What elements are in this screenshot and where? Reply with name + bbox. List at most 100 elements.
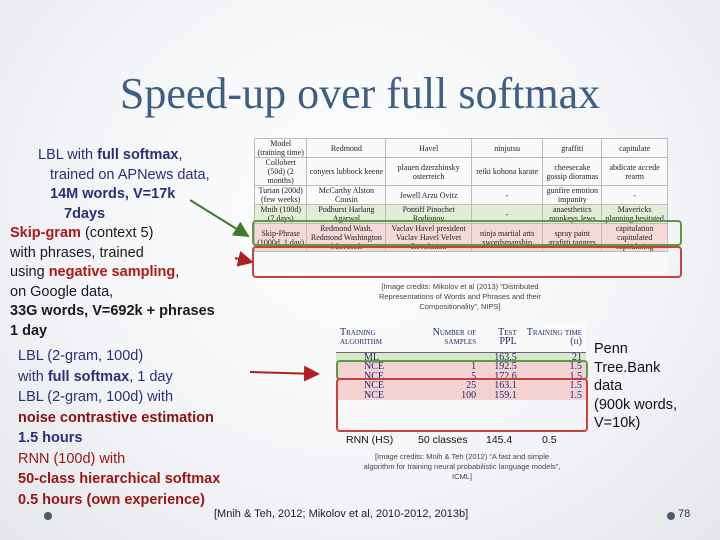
table-cell: ML: [364, 352, 379, 363]
rnn-classes: 50 classes: [418, 434, 468, 446]
one-day-label: , 1 day: [129, 368, 173, 385]
skipgram-line4: on Google data,: [10, 283, 114, 300]
nce-label: noise contrastive estimation: [18, 409, 214, 426]
ppl-description: LBL (2-gram, 100d) with full softmax, 1 …: [18, 346, 258, 510]
table-cell: 1.5: [569, 361, 583, 373]
nce-time: 1.5 hours: [18, 430, 83, 446]
table-row: Collobert (50d) (2 months) conyers lubbo…: [253, 157, 668, 186]
table-cell: 5: [471, 370, 477, 382]
rnn-time-value: 0.5: [542, 434, 557, 446]
table-cell: cheesecake gossip dioramas: [542, 157, 603, 186]
rnn-row: RNN (HS) 50 classes 145.4 0.5: [340, 432, 586, 448]
arrow-red: [234, 251, 254, 267]
table-cell: graffiti: [542, 138, 603, 158]
lbl-comma: ,: [178, 147, 183, 163]
table-row: NCE 100 159.1 1.5: [336, 389, 586, 401]
table-cell: Training algorithm: [340, 326, 382, 347]
table-cell: gunfire emotion impunity: [542, 185, 603, 205]
arrow-red-2: [249, 365, 320, 382]
table-cell: McCarthy Alston Cousin: [306, 185, 387, 205]
skipgram-description: Skip-gram (context 5) with phrases, trai…: [10, 224, 250, 341]
skipgram-using: using: [10, 264, 49, 280]
table-cell: 1.5: [569, 380, 583, 392]
lbl-description: LBL with full softmax, trained on APNews…: [38, 146, 248, 224]
table-cell: 21: [572, 352, 582, 363]
table-cell: 172.6: [494, 370, 517, 382]
slide-title: Speed-up over full softmax: [119, 69, 601, 118]
table-row: Turian (200d) (few weeks) McCarthy Alsto…: [253, 185, 668, 205]
table-cell: Redmond: [306, 138, 387, 158]
table-cell: Collobert (50d) (2 months): [253, 157, 308, 186]
table-row: NCE 5 172.6 1.5: [336, 370, 586, 382]
page-number: 78: [678, 508, 691, 520]
lbl-nce-line: LBL (2-gram, 100d) with: [18, 389, 174, 405]
penn-line1: Penn: [594, 341, 628, 357]
lbl-2gram-line: LBL (2-gram, 100d): [18, 348, 144, 364]
nce-rows-highlight: [336, 378, 588, 432]
top-table-caption: [Image credits: Mikolov et al (2013) “Di…: [378, 282, 542, 311]
penn-line2: Tree.Bank: [594, 359, 661, 376]
skip-phrase-row-highlight: [252, 246, 682, 278]
negative-sampling-label: negative sampling: [48, 264, 176, 280]
bullet-dot-icon: [667, 512, 675, 520]
rnn-ppl: 145.4: [486, 434, 513, 446]
table-cell: 1: [471, 361, 477, 373]
ml-row-highlight: [336, 360, 588, 380]
table-cell: conyers lubbock keene: [306, 157, 387, 186]
table-cell: 159.1: [494, 389, 517, 401]
table-cell: 25: [466, 380, 477, 392]
skipgram-label: Skip-gram: [10, 225, 81, 241]
mnih-row-highlight: [252, 220, 682, 246]
table-cell: NCE: [364, 389, 384, 401]
table-header-row: Training algorithm Number of samples Tes…: [336, 322, 586, 353]
table-row: NCE 1 192.5 1.5: [336, 361, 586, 373]
rnn-line: RNN (100d) with: [18, 450, 126, 467]
table-cell: capitulate: [601, 138, 668, 158]
table-cell: NCE: [364, 361, 384, 373]
penn-line3: data: [594, 378, 623, 394]
lbl-line3: 14M words, V=17k: [50, 186, 176, 202]
penn-treebank-note: Penn Tree.Bank data (900k words, V=10k): [594, 340, 704, 433]
table-cell: 1.5: [569, 389, 583, 401]
skipgram-line2: with phrases, trained: [10, 244, 144, 261]
lbl-label: LBL with: [38, 147, 98, 163]
table-cell: plauen dzerzhinsky osterreich: [385, 157, 472, 186]
lbl-full-softmax: full softmax: [97, 147, 179, 163]
table-row: Mnih (100d) (7 days) Podhurst Harlang Ag…: [253, 204, 668, 224]
table-cell: NCE: [364, 380, 384, 392]
skipgram-line5: 33G words, V=692k + phrases: [10, 303, 215, 319]
table-cell: Model (training time): [253, 138, 308, 158]
table-cell: Turian (200d) (few weeks): [253, 185, 308, 205]
table-cell: 1.5: [569, 370, 583, 382]
arrow-green: [189, 199, 250, 238]
rnn-model: RNN (HS): [346, 434, 394, 446]
bottom-table-caption: [Image credits: Mnih & Teh (2012) “A fas…: [363, 452, 561, 481]
bullet-dot-icon: [44, 512, 52, 520]
with-label: with: [18, 368, 48, 385]
rnn-time: 0.5 hours (own experience): [18, 491, 205, 508]
table-cell: abdicate accede rearm: [601, 157, 668, 186]
skipgram-line6: 1 day: [10, 322, 48, 339]
skipgram-context: (context 5): [80, 225, 154, 241]
table-cell: 163.5: [494, 352, 517, 363]
penn-line4: (900k words,: [594, 396, 678, 413]
footer-citation: [Mnih & Teh, 2012; Mikolov et al, 2010-2…: [214, 508, 469, 520]
lbl-line2: trained on APNews data,: [50, 166, 210, 183]
table-cell: Number of samples: [432, 326, 477, 347]
table-cell: reiki kohona karate: [470, 157, 544, 186]
penn-line5: V=10k): [594, 415, 641, 431]
skipgram-comma: ,: [175, 264, 180, 280]
table-row: NCE 25 163.1 1.5: [336, 380, 586, 392]
table-cell: 100: [461, 389, 477, 401]
table-cell: Havel: [385, 138, 472, 158]
table-cell: Jewell Arzu Ovitz: [385, 185, 472, 205]
table-cell: ninjutsu: [470, 138, 544, 158]
hier-softmax-label: 50-class hierarchical softmax: [18, 471, 221, 487]
table-header-row: Model (training time) Redmond Havel ninj…: [253, 138, 668, 158]
lbl-line4: 7days: [64, 205, 106, 222]
table-cell: 192.5: [494, 361, 517, 373]
table-cell: NCE: [364, 370, 384, 382]
full-softmax-label: full softmax: [47, 368, 130, 385]
table-cell: -: [601, 185, 668, 205]
